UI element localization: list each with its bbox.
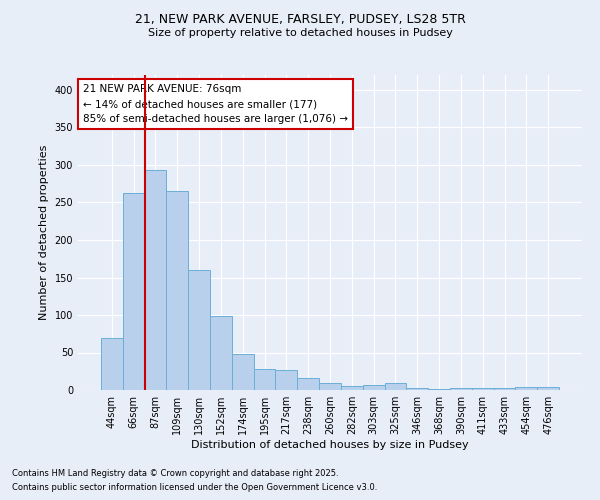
- Bar: [450, 388, 472, 390]
- Bar: [406, 388, 428, 390]
- Bar: [428, 388, 450, 390]
- Bar: [341, 386, 363, 390]
- Bar: [232, 354, 254, 390]
- Bar: [515, 387, 537, 390]
- Text: 21 NEW PARK AVENUE: 76sqm
← 14% of detached houses are smaller (177)
85% of semi: 21 NEW PARK AVENUE: 76sqm ← 14% of detac…: [83, 84, 348, 124]
- Bar: [297, 378, 319, 390]
- Y-axis label: Number of detached properties: Number of detached properties: [39, 145, 49, 320]
- Text: Contains HM Land Registry data © Crown copyright and database right 2025.: Contains HM Land Registry data © Crown c…: [12, 468, 338, 477]
- Bar: [275, 370, 297, 390]
- Bar: [537, 387, 559, 390]
- Text: 21, NEW PARK AVENUE, FARSLEY, PUDSEY, LS28 5TR: 21, NEW PARK AVENUE, FARSLEY, PUDSEY, LS…: [134, 12, 466, 26]
- Bar: [472, 388, 494, 390]
- Text: Contains public sector information licensed under the Open Government Licence v3: Contains public sector information licen…: [12, 484, 377, 492]
- Bar: [319, 383, 341, 390]
- Bar: [254, 369, 275, 390]
- X-axis label: Distribution of detached houses by size in Pudsey: Distribution of detached houses by size …: [191, 440, 469, 450]
- Bar: [123, 192, 145, 390]
- Bar: [166, 191, 188, 390]
- Bar: [363, 385, 385, 390]
- Text: Size of property relative to detached houses in Pudsey: Size of property relative to detached ho…: [148, 28, 452, 38]
- Bar: [494, 388, 515, 390]
- Bar: [210, 316, 232, 390]
- Bar: [385, 383, 406, 390]
- Bar: [188, 270, 210, 390]
- Bar: [101, 338, 123, 390]
- Bar: [145, 170, 166, 390]
